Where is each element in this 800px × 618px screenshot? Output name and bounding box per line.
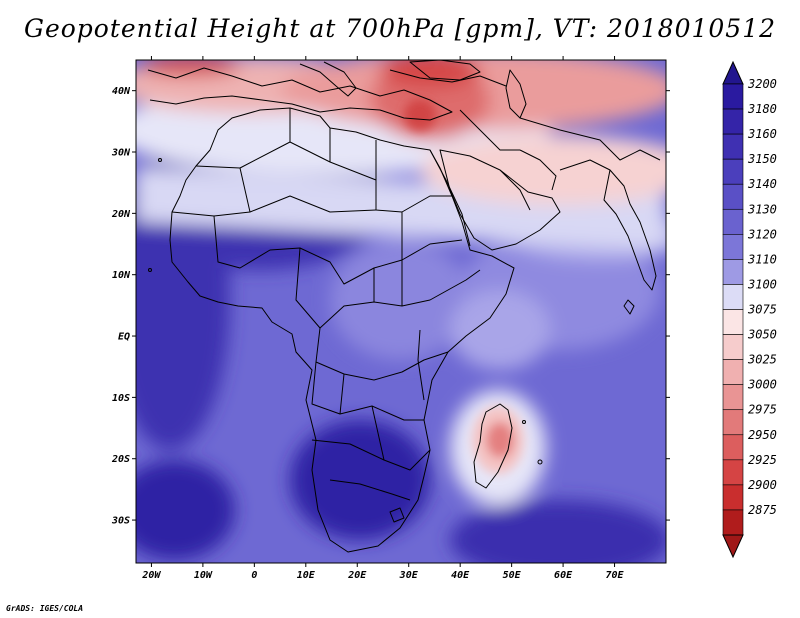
lat-tick-label: 20S xyxy=(111,454,130,465)
colorbar-label: 3025 xyxy=(747,353,777,367)
colorbar-label: 3050 xyxy=(747,328,777,342)
lon-tick-label: 20E xyxy=(347,570,367,581)
colorbar-label: 3075 xyxy=(747,303,777,317)
colorbar-label: 2925 xyxy=(748,453,777,467)
colorbar-swatch xyxy=(722,509,744,536)
colorbar-swatch xyxy=(722,334,744,360)
colorbar-bottom-arrow xyxy=(722,534,744,559)
lat-tick-label: 20N xyxy=(111,209,131,220)
colorbar-label: 2950 xyxy=(748,428,777,442)
colorbar-swatch xyxy=(722,259,744,285)
lat-tick-label: 40N xyxy=(112,86,131,97)
lon-tick-label: 40E xyxy=(451,570,470,581)
lon-tick-label: 0 xyxy=(251,570,257,581)
lat-tick-label: 10N xyxy=(112,270,131,281)
lon-tick-label: 20W xyxy=(141,570,161,581)
lon-tick-label: 10W xyxy=(194,570,213,581)
lat-tick-label: EQ xyxy=(118,332,130,343)
colorbar-label: 3200 xyxy=(747,77,777,91)
colorbar-top-arrow xyxy=(722,60,744,85)
colorbar-swatch xyxy=(722,234,744,260)
colorbar-swatch xyxy=(722,284,744,310)
plot-frame xyxy=(135,59,667,564)
lon-tick-label: 60E xyxy=(554,570,573,581)
colorbar-label: 3140 xyxy=(747,177,777,191)
colorbar-swatch xyxy=(722,83,744,110)
lat-tick-label: 30S xyxy=(111,516,130,527)
lon-tick-label: 70E xyxy=(606,570,625,581)
colorbar-label: 3110 xyxy=(747,252,777,266)
height-field xyxy=(136,60,666,563)
map-title: Geopotential Height at 700hPa [gpm], VT:… xyxy=(23,14,777,43)
colorbar-swatch xyxy=(722,183,744,210)
lat-tick-label: 30N xyxy=(111,148,131,159)
colorbar-swatch xyxy=(722,459,744,486)
lon-tick-label: 50E xyxy=(503,570,522,581)
lat-tick-label: 10S xyxy=(112,393,130,404)
credit-text: GrADS: IGES/COLA xyxy=(6,604,84,613)
lon-tick-label: 10E xyxy=(297,570,316,581)
colorbar: 3200 3180 3160 3150 3140 3130 3120 3110 3100 3075… xyxy=(722,60,777,559)
colorbar-swatch xyxy=(722,309,744,335)
colorbar-swatch xyxy=(722,108,744,135)
colorbar-label: 3000 xyxy=(747,378,777,392)
colorbar-label: 3160 xyxy=(747,127,777,141)
axis-ticks: 20W 10W 0 10E 20E 30E 40E 50E 60E 70E 40N 30N 20N 10N… xyxy=(111,56,670,581)
colorbar-label: 2975 xyxy=(748,403,777,417)
coastlines xyxy=(147,60,661,553)
colorbar-swatch xyxy=(722,484,744,511)
colorbar-label: 3180 xyxy=(747,102,777,116)
colorbar-swatch xyxy=(722,208,744,235)
colorbar-swatch xyxy=(722,133,744,160)
colorbar-label: 3150 xyxy=(747,152,777,166)
colorbar-swatch xyxy=(722,409,744,436)
colorbar-swatch xyxy=(722,359,744,385)
colorbar-label: 3130 xyxy=(747,202,777,216)
colorbar-swatch xyxy=(722,434,744,461)
colorbar-swatch xyxy=(722,384,744,411)
colorbar-label: 2875 xyxy=(748,503,777,517)
colorbar-label: 3120 xyxy=(747,227,777,241)
colorbar-swatch xyxy=(722,158,744,185)
colorbar-label: 2900 xyxy=(748,478,777,492)
lon-tick-label: 30E xyxy=(399,570,419,581)
colorbar-label: 3100 xyxy=(747,277,777,291)
